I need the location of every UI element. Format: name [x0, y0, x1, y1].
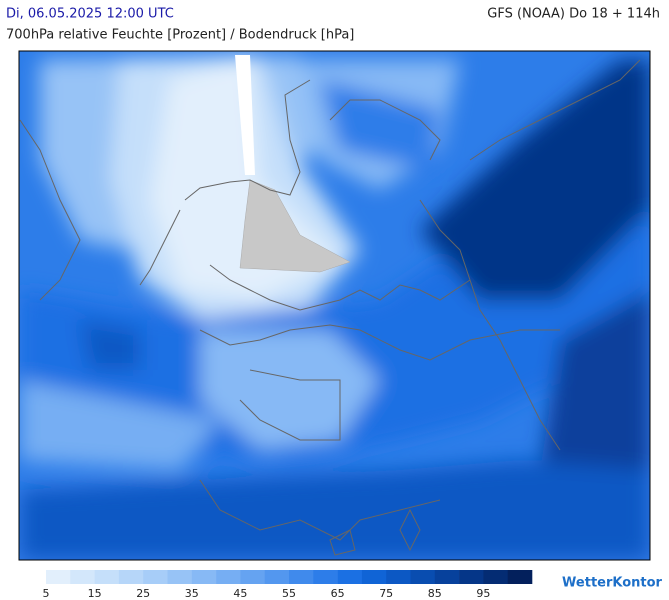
legend-swatch: [289, 570, 314, 584]
map: [19, 51, 650, 560]
legend-swatch: [167, 570, 193, 584]
legend-tick-label: 95: [476, 587, 490, 600]
legend-swatch: [386, 570, 411, 584]
legend-swatch: [483, 570, 508, 584]
legend-swatch: [118, 570, 144, 584]
legend-swatch: [143, 570, 168, 584]
legend-swatch: [434, 570, 460, 584]
legend-swatch: [337, 570, 363, 584]
model-run: GFS (NOAA) Do 18 + 114h: [487, 7, 660, 22]
legend-tick-label: 85: [428, 587, 442, 600]
legend-swatch: [361, 570, 387, 584]
legend-swatch: [507, 570, 533, 584]
legend-swatch: [313, 570, 338, 584]
logo: WetterKontor: [562, 576, 663, 591]
legend-tick-label: 15: [88, 587, 102, 600]
legend-tick-label: 45: [233, 587, 247, 600]
legend-swatch: [46, 570, 71, 584]
legend-swatch: [459, 570, 484, 584]
datetime: Di, 06.05.2025 12:00 UTC: [6, 7, 174, 22]
legend-swatch: [240, 570, 265, 584]
legend-swatch: [70, 570, 95, 584]
legend-tick-label: 35: [185, 587, 199, 600]
legend-tick-label: 65: [331, 587, 345, 600]
legend-tick-label: 75: [379, 587, 393, 600]
legend-swatch: [216, 570, 241, 584]
legend-swatch: [191, 570, 217, 584]
legend-tick-label: 5: [43, 587, 50, 600]
map-frame: [18, 50, 651, 561]
legend-swatch: [410, 570, 436, 584]
map-title: 700hPa relative Feuchte [Prozent] / Bode…: [6, 28, 354, 43]
legend: 5 15 25 35 45 55 65 75 85 95: [43, 570, 533, 600]
legend-tick-label: 55: [282, 587, 296, 600]
legend-swatch: [94, 570, 120, 584]
legend-tick-label: 25: [136, 587, 150, 600]
legend-swatch: [264, 570, 290, 584]
